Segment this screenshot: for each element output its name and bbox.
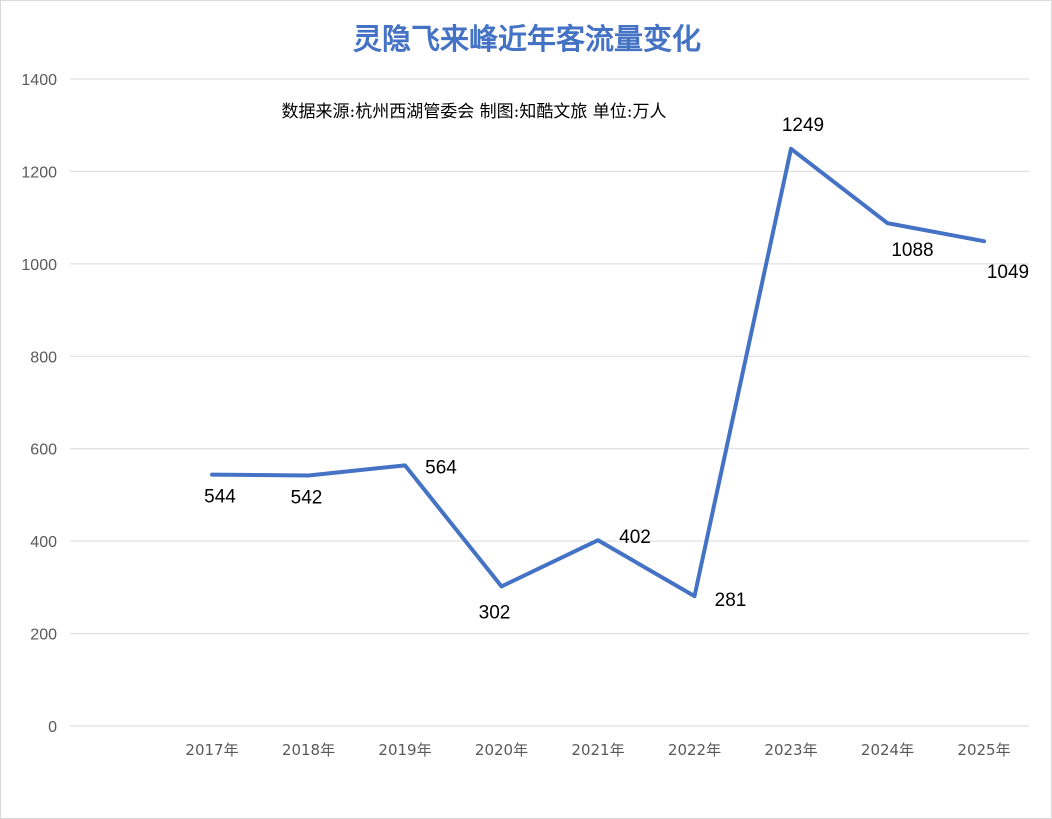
y-tick-label: 400	[30, 534, 57, 551]
gridlines	[70, 78, 1029, 727]
chart-subtitle: 数据来源:杭州西湖管委会 制图:知酷文旅 单位:万人	[282, 102, 667, 122]
data-label: 1249	[782, 115, 824, 136]
x-tick-label: 2018年	[282, 741, 335, 759]
y-axis-ticks: 0 200 400 600 800 1000 1200 1400	[21, 72, 57, 736]
data-labels: 544 542 564 302 402 281 1249 1088 1049	[204, 115, 1029, 624]
data-label: 1088	[891, 240, 933, 261]
x-tick-label: 2019年	[378, 741, 431, 759]
x-tick-label: 2024年	[861, 741, 914, 759]
series-line	[210, 146, 986, 599]
y-tick-label: 800	[30, 349, 57, 366]
data-label: 542	[291, 488, 323, 509]
data-label: 1049	[987, 262, 1029, 283]
x-tick-label: 2023年	[764, 741, 817, 759]
x-tick-label: 2025年	[957, 741, 1010, 759]
x-tick-label: 2021年	[571, 741, 624, 759]
series-line-group	[210, 146, 986, 599]
x-tick-label: 2022年	[668, 741, 721, 759]
data-label: 564	[425, 457, 457, 478]
data-label: 402	[619, 527, 651, 548]
y-tick-label: 1400	[21, 72, 57, 89]
y-tick-label: 0	[48, 719, 57, 736]
y-tick-label: 1200	[21, 164, 57, 181]
chart-title: 灵隐飞来峰近年客流量变化	[353, 22, 701, 56]
data-label: 302	[479, 602, 511, 623]
x-tick-label: 2017年	[185, 741, 238, 759]
x-tick-label: 2020年	[475, 741, 528, 759]
data-label: 544	[204, 487, 236, 508]
data-label: 281	[715, 590, 747, 611]
y-tick-label: 1000	[21, 257, 57, 274]
y-tick-label: 200	[30, 627, 57, 644]
x-axis-ticks: 2017年 2018年 2019年 2020年 2021年 2022年 2023年 2024年…	[185, 741, 1010, 759]
y-tick-label: 600	[30, 442, 57, 459]
